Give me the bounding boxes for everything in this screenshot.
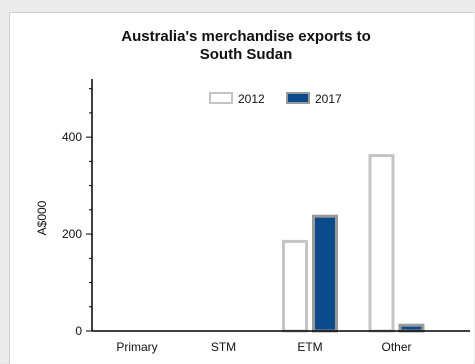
bar-2012-etm xyxy=(282,239,308,333)
y-tick-label: 400 xyxy=(62,130,82,144)
bar-2012-other xyxy=(368,154,395,333)
legend-label-2012: 2012 xyxy=(238,92,265,106)
x-tick-label: Other xyxy=(381,340,411,354)
bars-group xyxy=(282,154,425,333)
x-tick-label: Primary xyxy=(116,340,157,354)
axes-group: 0 200 400 Primary STM ETM Other xyxy=(62,79,470,354)
export-bar-chart: Australia's merchandise exports to South… xyxy=(35,28,470,354)
bar-2017-etm xyxy=(312,214,338,333)
legend-swatch-2017 xyxy=(286,92,310,104)
y-tick-label: 0 xyxy=(75,324,82,338)
x-tick-label: STM xyxy=(211,340,236,354)
y-tick-label: 200 xyxy=(62,227,82,241)
y-axis-title: A$000 xyxy=(35,200,49,235)
chart-title-line-1: Australia's merchandise exports to xyxy=(121,28,371,45)
legend-swatch-2012 xyxy=(209,92,233,104)
bar-2017-other xyxy=(398,323,425,333)
legend-label-2017: 2017 xyxy=(315,92,342,106)
chart-title-line-2: South Sudan xyxy=(200,46,293,63)
x-tick-label: ETM xyxy=(297,340,322,354)
chart-panel: Australia's merchandise exports to South… xyxy=(9,12,474,364)
legend: 2012 2017 xyxy=(209,92,342,106)
